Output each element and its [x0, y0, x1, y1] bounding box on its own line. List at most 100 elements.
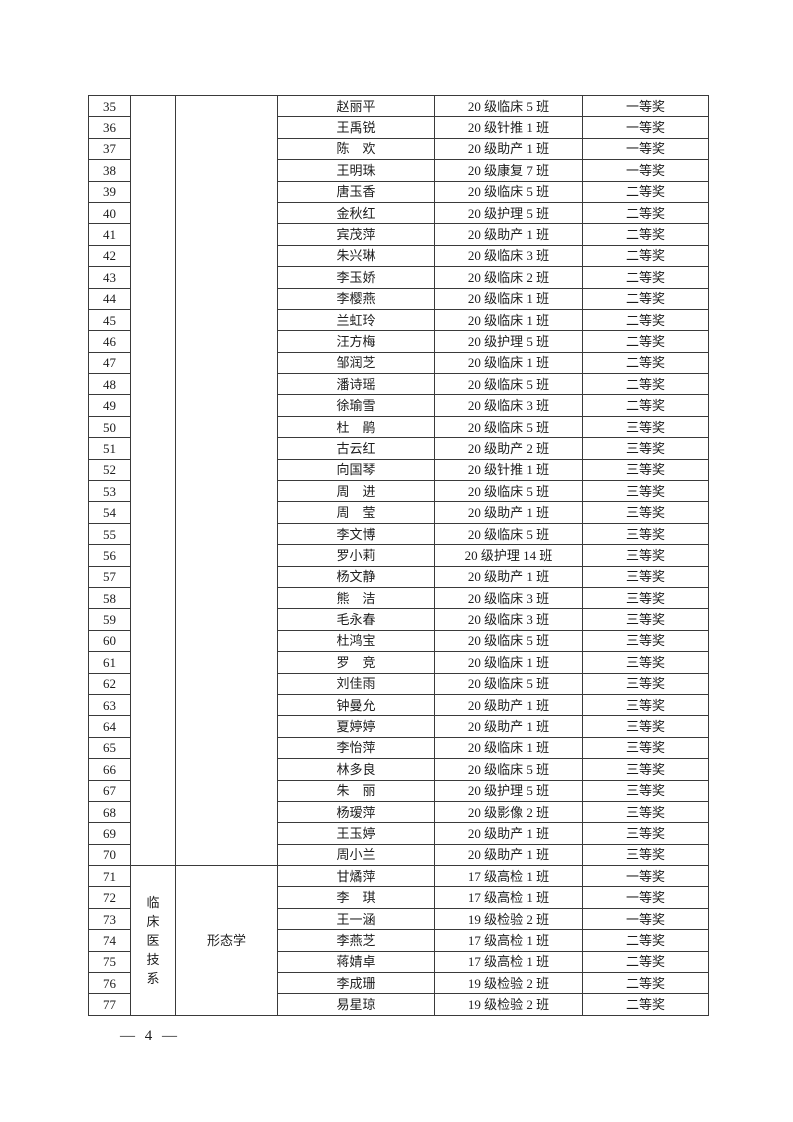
- award-level: 二等奖: [582, 287, 709, 310]
- student-name: 王一涵: [277, 907, 435, 931]
- row-number: 41: [88, 223, 131, 246]
- row-number: 70: [88, 843, 131, 867]
- row-number: 66: [88, 758, 131, 781]
- class-name: 20 级助产 2 班: [434, 437, 583, 460]
- student-name: 刘佳雨: [277, 672, 435, 695]
- award-level: 三等奖: [582, 458, 709, 482]
- department-vertical-label: 临床医技系: [146, 894, 160, 986]
- class-name: 20 级临床 1 班: [434, 651, 583, 674]
- award-level: 一等奖: [582, 907, 709, 931]
- table-row: 71 临床医技系形态学 甘燏萍 17 级高检 1 班一等奖: [88, 865, 709, 1016]
- student-name: 杜鸿宝: [277, 629, 435, 653]
- row-number: 58: [88, 586, 131, 610]
- award-level: 一等奖: [582, 159, 709, 182]
- class-name: 20 级护理 5 班: [434, 201, 583, 225]
- row-number: 52: [88, 458, 131, 482]
- table-row: 40 金秋红 20 级护理 5 班二等奖: [88, 201, 709, 225]
- table-row: 46 汪方梅 20 级护理 5 班二等奖: [88, 330, 709, 353]
- row-number: 69: [88, 822, 131, 845]
- table-row: 58 熊 洁 20 级临床 3 班三等奖: [88, 586, 709, 610]
- class-name: 20 级临床 5 班: [434, 415, 583, 439]
- class-name: 20 级临床 1 班: [434, 351, 583, 375]
- table-row: 72 李 琪 17 级高检 1 班一等奖: [88, 886, 709, 909]
- row-number: 46: [88, 330, 131, 353]
- table-row: 52 向国琴 20 级针推 1 班三等奖: [88, 458, 709, 482]
- row-number: 59: [88, 608, 131, 631]
- class-name: 17 级高检 1 班: [434, 886, 583, 909]
- class-name: 20 级临床 5 班: [434, 480, 583, 503]
- class-name: 20 级临床 5 班: [434, 94, 583, 118]
- row-number: 44: [88, 287, 131, 310]
- class-name: 20 级临床 1 班: [434, 736, 583, 760]
- student-name: 钟曼允: [277, 693, 435, 717]
- category-cell: [175, 94, 278, 867]
- table-row: 65 李怡萍 20 级临床 1 班三等奖: [88, 736, 709, 760]
- row-number: 40: [88, 201, 131, 225]
- class-name: 20 级助产 1 班: [434, 693, 583, 717]
- award-level: 三等奖: [582, 758, 709, 781]
- award-level: 三等奖: [582, 437, 709, 460]
- table-row: 45 兰虹玲 20 级临床 1 班二等奖: [88, 308, 709, 332]
- student-name: 赵丽平: [277, 94, 435, 118]
- class-name: 20 级临床 5 班: [434, 629, 583, 653]
- award-level: 二等奖: [582, 950, 709, 974]
- department-cell: [130, 94, 176, 867]
- row-number: 51: [88, 437, 131, 460]
- class-name: 19 级检验 2 班: [434, 993, 583, 1016]
- student-name: 毛永春: [277, 608, 435, 631]
- class-name: 17 级高检 1 班: [434, 929, 583, 952]
- student-name: 向国琴: [277, 458, 435, 482]
- row-number: 39: [88, 180, 131, 203]
- award-level: 二等奖: [582, 394, 709, 417]
- award-level: 三等奖: [582, 501, 709, 524]
- row-number: 54: [88, 501, 131, 524]
- row-number: 48: [88, 373, 131, 396]
- student-name: 蒋婧卓: [277, 950, 435, 974]
- class-name: 19 级检验 2 班: [434, 972, 583, 995]
- student-name: 朱兴琳: [277, 244, 435, 268]
- award-level: 三等奖: [582, 672, 709, 695]
- award-level: 三等奖: [582, 586, 709, 610]
- class-name: 20 级临床 3 班: [434, 244, 583, 268]
- award-level: 三等奖: [582, 651, 709, 674]
- class-name: 20 级临床 2 班: [434, 266, 583, 289]
- student-name: 甘燏萍: [277, 865, 435, 888]
- student-name: 周 莹: [277, 501, 435, 524]
- student-name: 李樱燕: [277, 287, 435, 310]
- student-name: 李 琪: [277, 886, 435, 909]
- class-name: 20 级助产 1 班: [434, 715, 583, 738]
- class-name: 20 级临床 5 班: [434, 522, 583, 546]
- award-level: 二等奖: [582, 201, 709, 225]
- award-level: 二等奖: [582, 308, 709, 332]
- student-name: 兰虹玲: [277, 308, 435, 332]
- student-name: 周 进: [277, 480, 435, 503]
- student-name: 周小兰: [277, 843, 435, 867]
- class-name: 20 级助产 1 班: [434, 843, 583, 867]
- row-number: 43: [88, 266, 131, 289]
- row-number: 71: [88, 865, 131, 888]
- award-level: 三等奖: [582, 480, 709, 503]
- table-row: 70 周小兰 20 级助产 1 班三等奖: [88, 843, 709, 867]
- award-level: 二等奖: [582, 180, 709, 203]
- table-row: 75 蒋婧卓 17 级高检 1 班二等奖: [88, 950, 709, 974]
- award-level: 三等奖: [582, 522, 709, 546]
- student-name: 徐瑜雪: [277, 394, 435, 417]
- table-row: 42 朱兴琳 20 级临床 3 班二等奖: [88, 244, 709, 268]
- student-name: 唐玉香: [277, 180, 435, 203]
- student-name: 罗 竞: [277, 651, 435, 674]
- award-level: 三等奖: [582, 629, 709, 653]
- student-name: 潘诗瑶: [277, 373, 435, 396]
- award-level: 一等奖: [582, 137, 709, 161]
- class-name: 17 级高检 1 班: [434, 950, 583, 974]
- award-level: 三等奖: [582, 565, 709, 588]
- awards-table: 35 赵丽平 20 级临床 5 班一等奖 36 王禹锐 20 级针推 1 班一等奖 37 陈 …: [88, 94, 709, 1016]
- table-row: 73 王一涵 19 级检验 2 班一等奖: [88, 907, 709, 931]
- row-number: 57: [88, 565, 131, 588]
- award-level: 三等奖: [582, 415, 709, 439]
- student-name: 朱 丽: [277, 779, 435, 802]
- class-name: 20 级临床 3 班: [434, 608, 583, 631]
- class-name: 20 级助产 1 班: [434, 223, 583, 246]
- table-row: 69 王玉婷 20 级助产 1 班三等奖: [88, 822, 709, 845]
- row-number: 68: [88, 800, 131, 824]
- table-row: 77 易星琼 19 级检验 2 班二等奖: [88, 993, 709, 1016]
